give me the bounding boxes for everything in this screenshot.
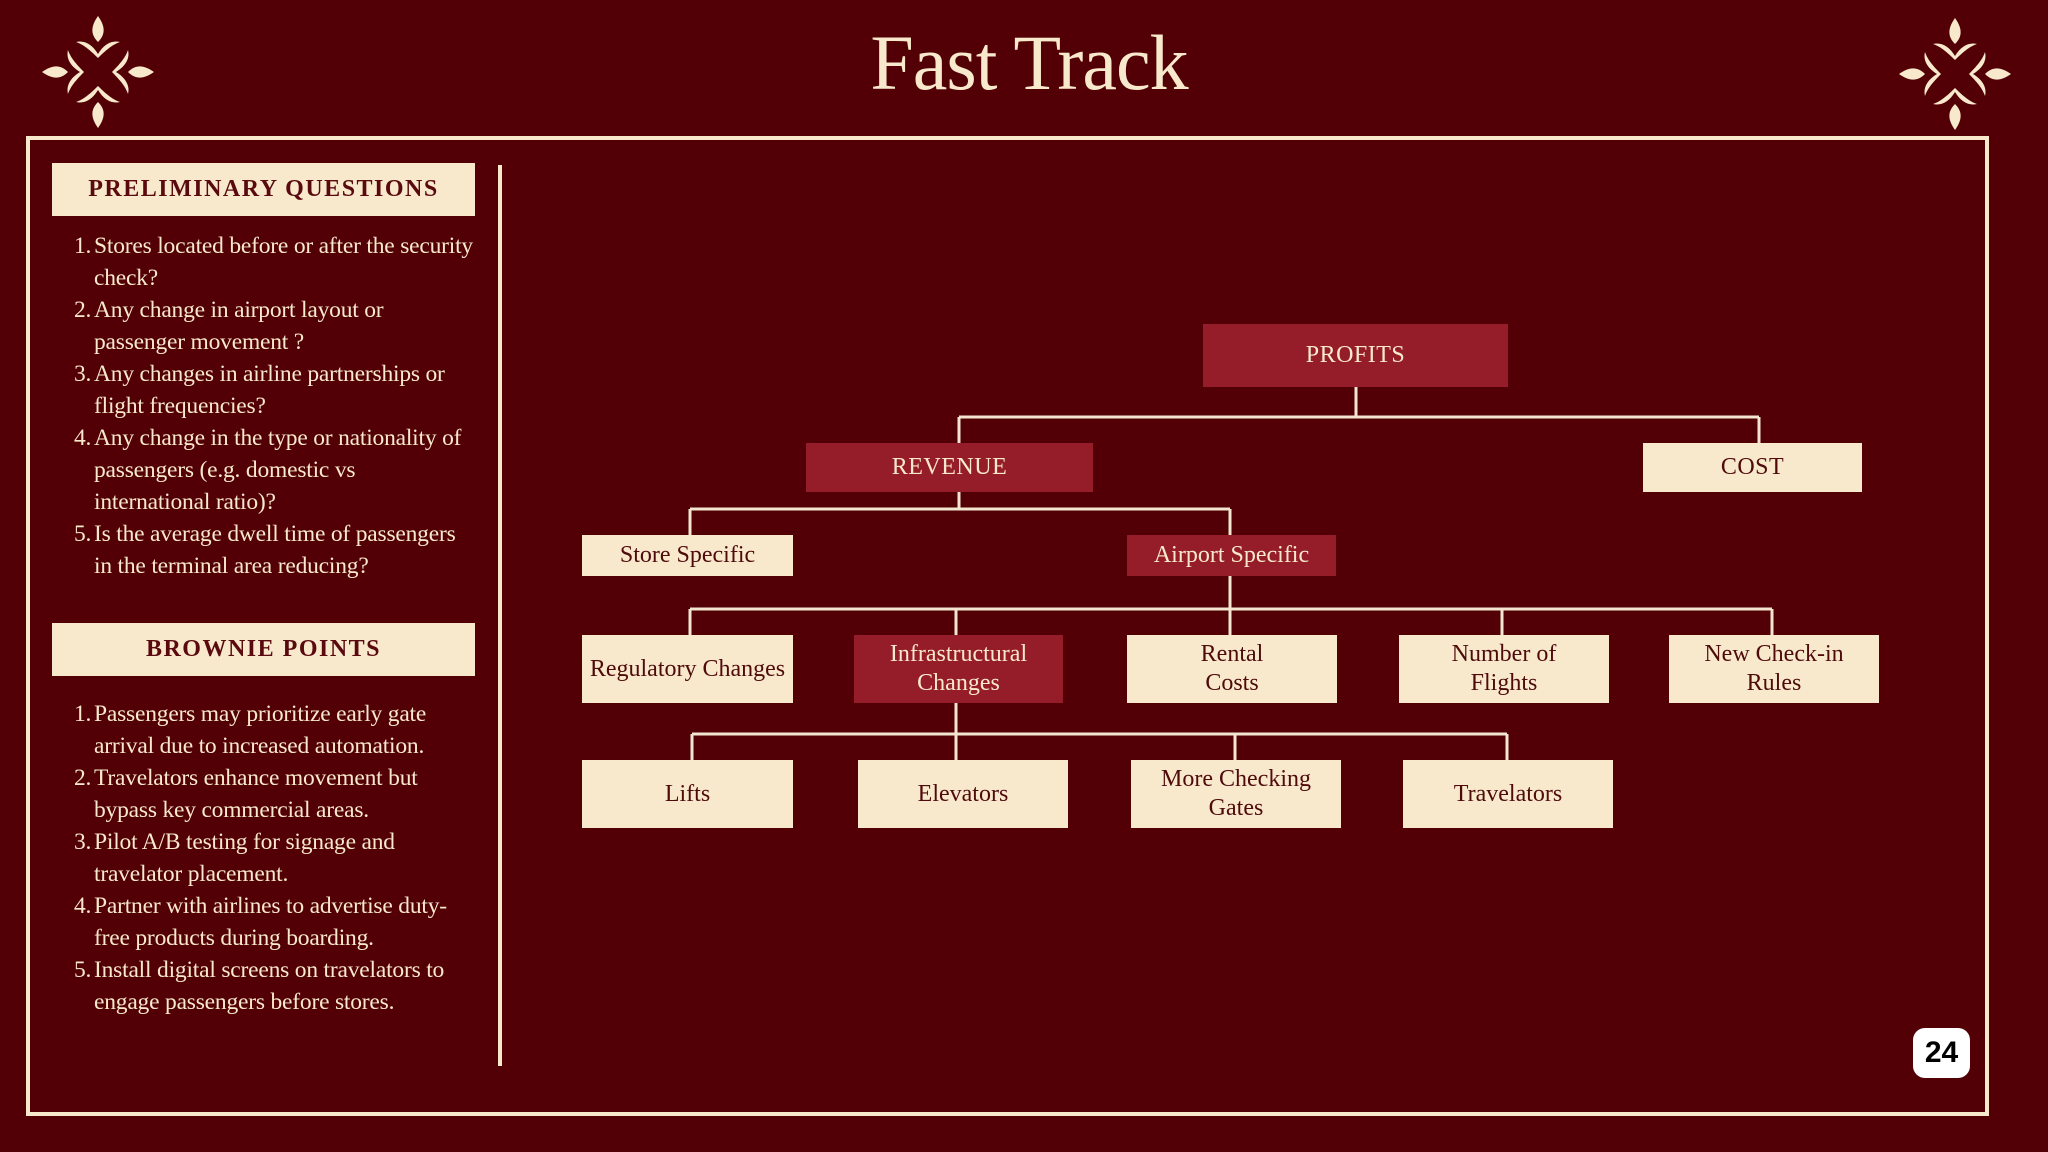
page-title: Fast Track [870, 19, 1188, 106]
node-number-of-flights: Number of Flights [1399, 635, 1609, 703]
node-rental-costs: Rental Costs [1127, 635, 1337, 703]
page-number-badge: 24 [1913, 1028, 1970, 1078]
node-infrastructural-changes: Infrastructural Changes [854, 635, 1063, 703]
node-cost: COST [1643, 443, 1862, 492]
preliminary-questions-list: 1. Stores located before or after the sec… [74, 230, 474, 582]
node-store-specific: Store Specific [582, 535, 793, 576]
connector-airport [688, 576, 1774, 635]
preliminary-questions-heading: PRELIMINARY QUESTIONS [52, 163, 475, 216]
list-item: 1. Stores located before or after the sec… [74, 233, 473, 291]
connector-profits [957, 387, 1761, 443]
list-item: 5. Install digital screens on travelators… [74, 957, 445, 1015]
brownie-points-list: 1. Passengers may prioritize early gate a… [74, 698, 474, 1018]
list-item: 2. Any change in airport layout or passen… [74, 297, 384, 355]
list-item: 1. Passengers may prioritize early gate a… [74, 701, 427, 759]
list-item: 3. Any changes in airline partnerships or… [74, 361, 445, 419]
connector-infrastructural [690, 703, 1509, 760]
list-item: 4. Any change in the type or nationality … [74, 425, 462, 515]
ornament-left-icon [42, 16, 154, 128]
vertical-divider [498, 165, 502, 1066]
list-item: 3. Pilot A/B testing for signage and trav… [74, 829, 395, 887]
node-regulatory-changes: Regulatory Changes [582, 635, 793, 703]
brownie-points-heading: BROWNIE POINTS [52, 623, 475, 676]
node-profits: PROFITS [1203, 324, 1508, 387]
content-frame [26, 136, 1989, 1116]
node-lifts: Lifts [582, 760, 793, 828]
node-travelators: Travelators [1403, 760, 1613, 828]
node-revenue: REVENUE [806, 443, 1093, 492]
list-item: 5. Is the average dwell time of passenger… [74, 521, 456, 579]
connector-revenue [688, 492, 1232, 535]
list-item: 2. Travelators enhance movement but bypas… [74, 765, 418, 823]
node-elevators: Elevators [858, 760, 1068, 828]
node-airport-specific: Airport Specific [1127, 535, 1336, 576]
node-new-checkin-rules: New Check-in Rules [1669, 635, 1879, 703]
node-more-checking-gates: More Checking Gates [1131, 760, 1341, 828]
list-item: 4. Partner with airlines to advertise dut… [74, 893, 447, 951]
